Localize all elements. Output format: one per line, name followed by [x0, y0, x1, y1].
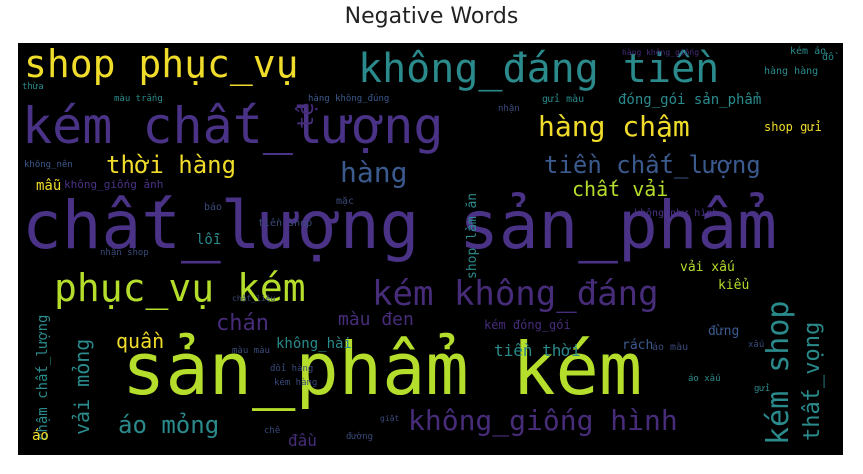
cloud-word: chất vải: [572, 177, 669, 201]
cloud-word: thất_vọng: [800, 321, 825, 441]
cloud-word: xấu: [748, 340, 765, 350]
cloud-word: áo mỏng: [118, 411, 220, 439]
cloud-word: giặt: [380, 414, 400, 423]
cloud-word: đóng_gói sản_phẩm: [618, 92, 762, 108]
cloud-word: kém chất_lượng: [22, 97, 444, 155]
cloud-word: lỗi: [196, 232, 222, 248]
cloud-word: gửi màu: [542, 94, 585, 105]
cloud-word: phục_vụ kém: [54, 266, 306, 310]
cloud-word: quần: [116, 329, 165, 353]
cloud-word: hàng không_đúng: [308, 94, 390, 104]
cloud-word: gửi: [754, 384, 771, 394]
cloud-word: áo màu: [652, 342, 689, 353]
cloud-word: sản_phẩm kém: [122, 327, 643, 411]
cloud-word: màu màu: [232, 346, 270, 356]
cloud-word: nhận: [498, 104, 520, 114]
cloud-word: đừng: [708, 324, 740, 339]
cloud-word: tiền shop: [258, 218, 313, 229]
cloud-word: không_hài: [276, 336, 352, 352]
cloud-word: không_đáng tiền: [358, 46, 720, 92]
cloud-word: rách: [622, 338, 654, 353]
cloud-word: báo: [204, 202, 223, 213]
cloud-word: hàng chậm: [538, 110, 690, 143]
cloud-word: màu đen: [338, 309, 414, 330]
cloud-word: không_giống hình: [408, 404, 678, 437]
cloud-word: vải xấu: [680, 260, 735, 275]
cloud-word: shop gửi: [764, 120, 822, 134]
cloud-word: chê: [264, 426, 281, 436]
cloud-word: thừa: [22, 82, 44, 92]
cloud-word: thời hàng: [106, 151, 237, 179]
cloud-word: chất_lượng sản_phẩm: [22, 187, 777, 264]
cloud-word: hàng không_giống: [622, 48, 700, 57]
cloud-word: tiền chất_lượng: [544, 151, 761, 179]
cloud-word: nhận shop: [100, 248, 149, 258]
chart-title: Negative Words: [344, 4, 519, 29]
cloud-word: shop phục_vụ: [24, 43, 299, 86]
cloud-word: đường: [346, 432, 374, 442]
cloud-word: kém áo: [790, 46, 827, 57]
cloud-word: kém hàng: [274, 378, 318, 388]
cloud-word: đồ: [822, 52, 835, 63]
cloud-word: kém shop: [761, 300, 796, 446]
cloud-word: chán: [216, 311, 269, 336]
cloud-word: không_giống ảnh: [64, 178, 164, 191]
cloud-word: không_như hình: [634, 208, 719, 219]
cloud-word: không_nên: [24, 160, 73, 170]
cloud-word: shop làm ăn: [465, 192, 480, 279]
cloud-word: tệ: [294, 102, 319, 130]
word-cloud: chất_lượng sản_phẩm sản_phẩm kém kém chấ…: [18, 43, 843, 455]
cloud-word: mẫu: [36, 178, 62, 194]
cloud-word: vải mỏng: [70, 338, 94, 435]
cloud-word: tiền thời: [494, 341, 581, 360]
cloud-word: kém không_đáng: [372, 274, 659, 314]
cloud-word: kém đóng_gói: [484, 318, 571, 332]
cloud-word: áo: [32, 428, 49, 444]
cloud-word: mặc: [336, 196, 355, 207]
cloud-word: chậm chất_lượng: [35, 314, 51, 441]
cloud-word: áo xấu: [688, 374, 721, 384]
cloud-word: kiểu: [718, 278, 750, 293]
cloud-word: hàng hàng: [764, 66, 819, 77]
cloud-word: đổi hàng: [270, 364, 314, 374]
cloud-word: màu trắng: [114, 94, 163, 104]
cloud-word: hàng: [340, 156, 408, 189]
cloud-word: chất_liệu: [232, 294, 276, 303]
cloud-word: đầu: [288, 431, 317, 450]
